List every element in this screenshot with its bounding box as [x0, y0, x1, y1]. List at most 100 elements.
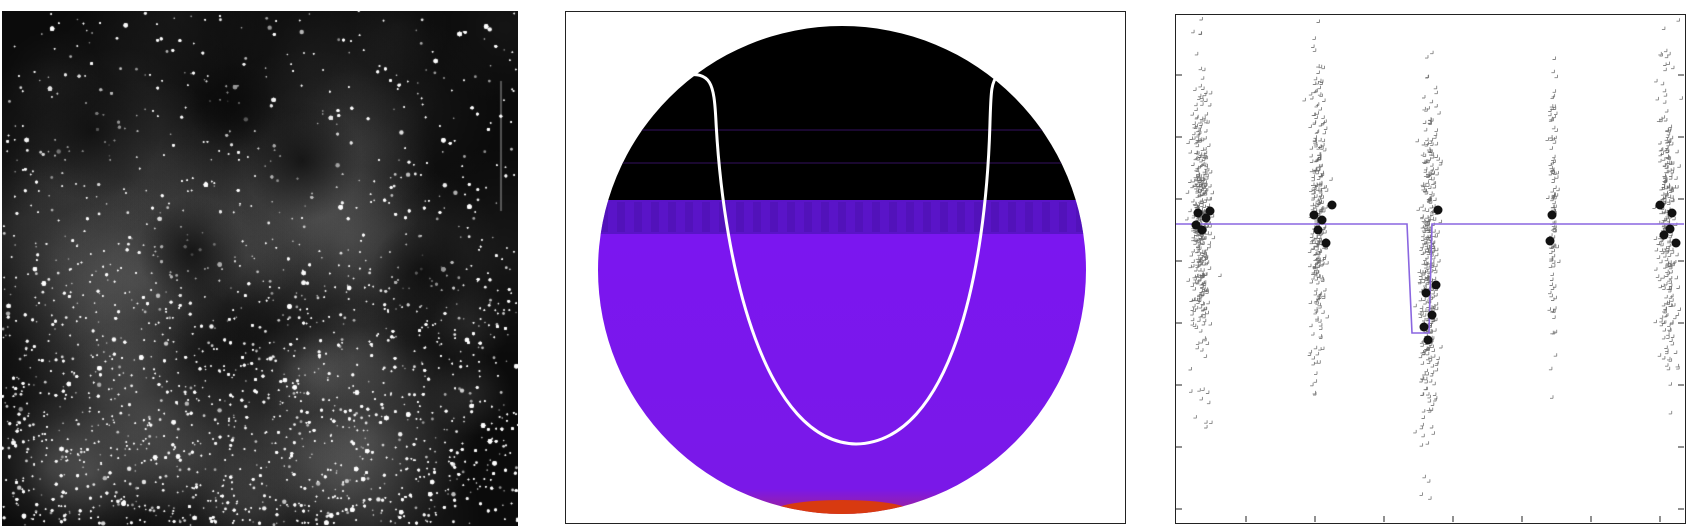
data-cross — [1434, 317, 1438, 322]
data-cross — [1329, 177, 1333, 181]
data-cross — [1666, 160, 1671, 164]
data-cross — [1315, 316, 1319, 320]
data-cross — [1415, 138, 1419, 143]
data-cross — [1200, 348, 1204, 352]
data-cross — [1198, 179, 1202, 183]
data-cross — [1668, 280, 1672, 284]
data-cross — [1665, 363, 1669, 367]
data-cross — [1419, 276, 1423, 280]
data-cross — [1192, 201, 1197, 206]
data-cross — [1195, 114, 1199, 119]
data-cross — [1194, 181, 1199, 185]
data-cross — [1424, 240, 1428, 244]
data-cross — [1198, 189, 1202, 193]
data-cross — [1432, 217, 1437, 221]
data-cross — [1199, 17, 1203, 21]
data-cross — [1200, 98, 1204, 102]
data-cross — [1189, 389, 1193, 393]
data-cross — [1425, 222, 1429, 226]
data-cross — [1205, 288, 1209, 293]
data-cross — [1418, 311, 1422, 315]
data-cross — [1420, 182, 1425, 186]
data-cross — [1313, 271, 1318, 275]
data-cross — [1667, 263, 1671, 267]
data-cross — [1313, 135, 1317, 139]
data-cross — [1206, 203, 1211, 207]
data-cross — [1429, 137, 1434, 142]
data-cross — [1433, 85, 1438, 90]
data-cross — [1198, 66, 1203, 71]
data-cross — [1316, 293, 1321, 298]
data-cross — [1434, 306, 1439, 311]
data-cross — [1202, 92, 1207, 97]
data-cross — [1550, 330, 1554, 335]
data-cross — [1553, 171, 1557, 176]
data-cross — [1312, 81, 1317, 85]
data-cross — [1320, 195, 1324, 199]
data-cross — [1431, 290, 1435, 295]
data-cross — [1552, 200, 1556, 205]
data-cross — [1422, 313, 1427, 317]
data-cross — [1664, 147, 1669, 151]
data-cross — [1427, 197, 1432, 202]
data-cross — [1664, 192, 1669, 196]
data-cross — [1314, 298, 1318, 303]
disk-faint-stripe — [598, 129, 1086, 131]
data-cross — [1423, 127, 1428, 132]
data-cross — [1314, 158, 1318, 163]
data-cross — [1430, 370, 1435, 374]
data-cross — [1557, 259, 1561, 264]
data-cross — [1319, 335, 1323, 339]
data-cross — [1195, 188, 1199, 193]
data-cross — [1670, 320, 1674, 324]
data-cross — [1430, 167, 1434, 171]
data-cross — [1421, 409, 1426, 413]
data-cross — [1670, 247, 1674, 252]
data-cross — [1313, 291, 1318, 296]
data-cross — [1419, 492, 1423, 496]
data-cross — [1669, 141, 1674, 146]
data-cross — [1199, 95, 1204, 99]
data-cross — [1314, 143, 1318, 148]
data-cross — [1194, 150, 1199, 155]
data-cross — [1676, 366, 1680, 370]
data-cross — [1658, 284, 1662, 289]
data-cross — [1315, 247, 1319, 251]
data-cross — [1307, 249, 1312, 254]
data-cross — [1666, 131, 1671, 136]
data-cross — [1669, 135, 1674, 140]
data-cross — [1674, 176, 1678, 180]
data-cross — [1189, 298, 1193, 302]
binned-points — [1191, 200, 1681, 345]
data-cross — [1195, 233, 1200, 237]
data-cross — [1193, 229, 1197, 233]
data-cross — [1671, 65, 1675, 70]
data-cross — [1658, 158, 1662, 163]
data-cross — [1426, 479, 1431, 483]
data-cross — [1676, 18, 1680, 22]
data-cross — [1320, 206, 1325, 210]
data-cross — [1659, 248, 1663, 252]
data-cross — [1663, 93, 1668, 97]
data-cross — [1423, 188, 1427, 193]
data-cross — [1198, 262, 1202, 266]
light-curve-panel — [1175, 14, 1686, 524]
data-cross — [1199, 198, 1203, 202]
data-cross — [1318, 189, 1323, 194]
data-cross — [1194, 123, 1199, 128]
data-cross — [1322, 256, 1326, 260]
data-cross — [1312, 36, 1316, 40]
data-cross — [1433, 396, 1438, 400]
data-cross — [1191, 178, 1196, 183]
data-cross — [1667, 128, 1672, 133]
data-cross — [1318, 334, 1323, 338]
data-cross — [1666, 248, 1670, 253]
data-cross — [1195, 204, 1200, 209]
data-cross — [1208, 322, 1212, 326]
data-cross — [1664, 300, 1669, 305]
data-cross — [1669, 173, 1673, 177]
data-cross — [1666, 183, 1670, 187]
data-cross — [1424, 368, 1428, 373]
data-cross — [1200, 203, 1204, 208]
binned-point — [1421, 288, 1431, 298]
